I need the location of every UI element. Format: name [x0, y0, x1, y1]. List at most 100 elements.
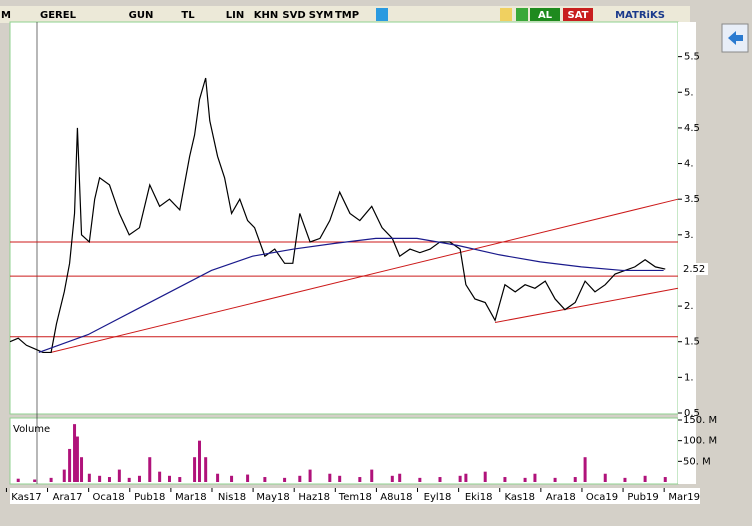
- volume-bar: [68, 448, 72, 482]
- price-line: [9, 77, 666, 354]
- volume-bar: [283, 477, 287, 482]
- y-tick-label: 2.: [684, 301, 694, 312]
- link-icon[interactable]: [516, 8, 528, 21]
- x-tick-label: Ara18: [546, 492, 576, 503]
- volume-bar: [623, 477, 627, 482]
- volume-bar: [358, 477, 362, 482]
- volume-bar: [458, 475, 462, 482]
- volume-bar: [390, 475, 394, 482]
- x-tick-label: Pub18: [134, 492, 165, 503]
- volume-bar: [73, 424, 77, 482]
- volume-bar: [583, 457, 587, 482]
- volume-bar: [503, 477, 507, 482]
- toolbar-item[interactable]: MATRiKS: [615, 10, 665, 21]
- y-tick-label: 3.: [684, 230, 694, 241]
- volume-bar: [246, 474, 250, 482]
- x-tick-label: Eyl18: [424, 492, 452, 503]
- volume-bar: [117, 469, 121, 482]
- volume-bar: [533, 473, 537, 482]
- x-tick-label: Eki18: [465, 492, 493, 503]
- volume-bar: [167, 475, 171, 482]
- trendline: [494, 287, 679, 323]
- volume-bar: [438, 477, 442, 482]
- arrow-icon: [728, 31, 743, 45]
- volume-bar: [298, 475, 302, 482]
- x-tick-label: Kas18: [505, 492, 535, 503]
- volume-y-tick-label: 50. M: [683, 456, 711, 467]
- y-tick-label: 4.5: [684, 123, 700, 134]
- volume-bar: [573, 477, 577, 482]
- last-value-label: 2.52: [683, 264, 705, 275]
- y-axis-strip: [678, 22, 696, 484]
- volume-bar: [523, 477, 527, 482]
- toolbar-item[interactable]: SAT: [568, 10, 589, 21]
- volume-bar: [204, 457, 208, 482]
- toolbar-item[interactable]: TL: [181, 10, 195, 21]
- toolbar-item[interactable]: AL: [538, 10, 553, 21]
- volume-bar: [308, 469, 312, 482]
- toolbar-item[interactable]: GUN: [129, 10, 154, 21]
- volume-title: Volume: [13, 424, 50, 435]
- volume-bar: [464, 473, 468, 482]
- volume-bar: [16, 478, 20, 482]
- x-tick-label: Tem18: [338, 492, 372, 503]
- volume-bar: [33, 479, 37, 482]
- volume-bar: [193, 457, 197, 482]
- toolbar-item[interactable]: SVD: [282, 10, 305, 21]
- price-pane: [9, 21, 679, 415]
- x-tick-label: Nis18: [218, 492, 246, 503]
- y-tick-label: 1.: [684, 372, 694, 383]
- volume-bar: [49, 477, 53, 482]
- volume-bar: [87, 473, 91, 482]
- volume-bar: [263, 477, 267, 482]
- volume-bar: [127, 477, 131, 482]
- price-line: [38, 237, 664, 353]
- toolbar-item[interactable]: LIN: [226, 10, 244, 21]
- volume-bar: [148, 457, 152, 482]
- x-tick-label: Kas17: [11, 492, 41, 503]
- volume-bar: [603, 473, 607, 482]
- volume-y-tick-label: 100. M: [683, 436, 717, 447]
- volume-bar: [483, 471, 487, 482]
- y-tick-label: 5.: [684, 87, 694, 98]
- toolbar-item[interactable]: TMP: [335, 10, 359, 21]
- x-tick-label: A8u18: [380, 492, 412, 503]
- volume-bar: [98, 475, 102, 482]
- volume-y-tick-label: 150. M: [683, 415, 717, 426]
- x-axis-strip: [10, 488, 700, 504]
- last-value-box: [680, 263, 708, 276]
- x-tick-label: Mar19: [668, 492, 700, 503]
- x-tick-label: Oca19: [586, 492, 618, 503]
- x-tick-label: Oca18: [93, 492, 125, 503]
- y-tick-label: 1.5: [684, 337, 700, 348]
- toolbar-item[interactable]: SYM: [309, 10, 333, 21]
- volume-bar: [338, 475, 342, 482]
- volume-bar: [418, 477, 422, 482]
- volume-bar: [398, 473, 402, 482]
- volume-bar: [62, 469, 66, 482]
- x-tick-label: Haz18: [298, 492, 330, 503]
- volume-bar: [216, 473, 220, 482]
- refresh-icon[interactable]: [500, 8, 512, 21]
- volume-bar: [230, 475, 234, 482]
- buy-button[interactable]: [530, 8, 560, 21]
- trendline: [50, 198, 679, 353]
- volume-bar: [80, 457, 84, 482]
- toolbar-item[interactable]: GEREL: [40, 10, 77, 21]
- volume-bar: [107, 477, 111, 482]
- y-tick-label: 3.5: [684, 194, 700, 205]
- volume-pane: [9, 417, 679, 485]
- volume-bar: [663, 477, 667, 482]
- twitter-icon[interactable]: [376, 8, 388, 21]
- volume-bar: [75, 436, 79, 482]
- toolbar-item[interactable]: M: [1, 10, 11, 21]
- volume-bar: [198, 440, 202, 482]
- volume-bar: [178, 477, 182, 482]
- volume-bar: [553, 477, 557, 482]
- x-tick-label: May18: [256, 492, 289, 503]
- sell-button[interactable]: [563, 8, 593, 21]
- toolbar-item[interactable]: KHN: [254, 10, 279, 21]
- x-tick-label: Pub19: [627, 492, 658, 503]
